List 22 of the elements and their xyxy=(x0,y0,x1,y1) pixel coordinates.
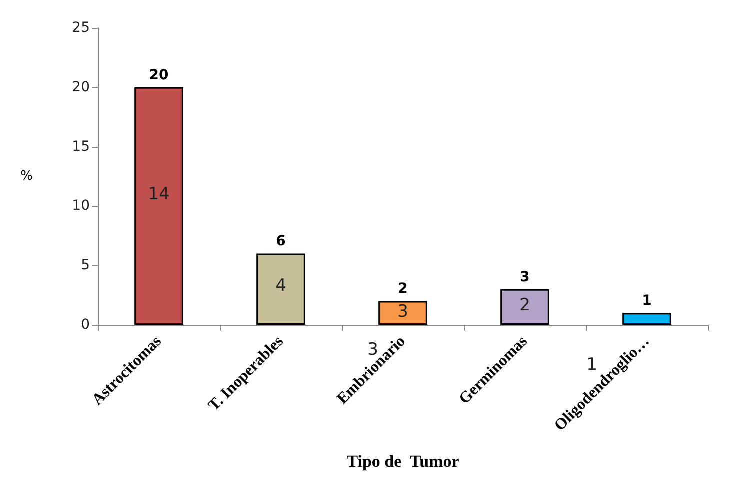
bar xyxy=(134,87,184,325)
bar xyxy=(622,313,672,325)
data-label: 1 xyxy=(642,293,652,310)
y-axis-title: % xyxy=(20,169,33,184)
y-tick-label: 20 xyxy=(72,79,90,96)
annotation: 3 xyxy=(398,302,408,322)
data-label: 3 xyxy=(520,269,530,286)
x-axis-title: Tipo de Tumor xyxy=(346,452,460,471)
data-label: 20 xyxy=(149,67,169,84)
annotation: 2 xyxy=(520,295,530,316)
y-tick-label: 5 xyxy=(81,258,90,274)
y-tick-label: 25 xyxy=(72,20,90,36)
y-tick-label: 15 xyxy=(72,138,90,155)
y-tick-label: 0 xyxy=(81,317,90,333)
annotation: 14 xyxy=(148,184,170,204)
bar xyxy=(500,289,550,325)
bar xyxy=(256,254,306,325)
data-label: 6 xyxy=(276,234,286,250)
annotation: 4 xyxy=(276,276,286,296)
y-tick-label: 10 xyxy=(72,198,90,214)
bar xyxy=(378,301,428,325)
data-label: 2 xyxy=(398,281,408,298)
